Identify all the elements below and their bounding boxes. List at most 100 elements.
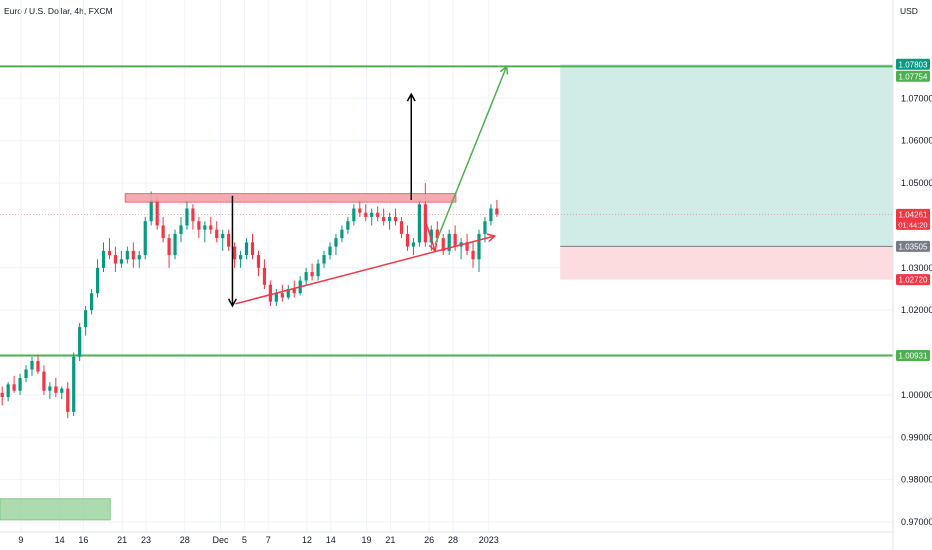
- candle-body: [447, 233, 451, 251]
- candle-body: [399, 221, 404, 234]
- x-tick-label: 7: [266, 535, 271, 545]
- price-label: 1.03505: [896, 240, 930, 252]
- candle-body: [101, 250, 106, 268]
- price-label: 1.07803: [896, 58, 930, 70]
- price-label-text: 1.03505: [899, 242, 928, 251]
- candle-body: [441, 238, 445, 251]
- time-axis: 9 14 16 21 23 28 Dec 5 7 12 14 19 21 26 28 2023: [0, 531, 893, 545]
- profit-zone: [560, 64, 924, 247]
- candle-body: [84, 310, 88, 328]
- candle-body: [233, 246, 237, 260]
- x-tick-label: 5: [242, 535, 247, 545]
- candle-body: [203, 225, 207, 230]
- candle-body: [274, 293, 278, 302]
- candle-body: [36, 361, 40, 372]
- candle-body: [393, 216, 398, 222]
- x-tick-label: 28: [180, 535, 190, 545]
- candles: [0, 183, 499, 419]
- x-tick-label: 21: [385, 535, 395, 545]
- candle-body: [167, 238, 171, 256]
- candle-body: [78, 327, 82, 357]
- price-label: 1.02720: [896, 274, 930, 286]
- candle-body: [0, 392, 4, 398]
- candle-body: [12, 384, 16, 391]
- candle-body: [268, 284, 272, 302]
- candle-body: [191, 208, 195, 222]
- candle-body: [465, 242, 469, 251]
- y-tick-label: 1.05000: [901, 178, 932, 188]
- candle-body: [423, 204, 427, 243]
- candle-body: [453, 233, 457, 247]
- x-tick-label: 26: [424, 535, 434, 545]
- candle-body: [179, 225, 183, 234]
- chart-title: Euro / U.S. Dollar, 4h, FXCM: [4, 6, 113, 16]
- red-drop-arrow: [425, 223, 438, 253]
- candle-body: [18, 377, 22, 391]
- candle-body: [89, 293, 94, 311]
- candle-body: [262, 267, 267, 285]
- price-label: 1.00931: [896, 349, 930, 361]
- candle-body: [137, 255, 141, 260]
- candle-body: [173, 233, 177, 256]
- candle-body: [185, 208, 189, 226]
- candle-body: [471, 250, 475, 260]
- candle-body: [495, 208, 499, 215]
- candle-body: [280, 293, 284, 298]
- candle-body: [483, 221, 487, 234]
- candle-body: [286, 288, 290, 298]
- candle-body: [72, 356, 76, 412]
- price-label-text: 1.04261: [899, 210, 928, 219]
- price-label-text: 1.02720: [899, 276, 928, 285]
- green-projection-arrow: [434, 65, 509, 245]
- candle-body: [155, 200, 159, 226]
- candle-body: [310, 272, 314, 277]
- candle-body: [244, 242, 249, 256]
- axis-unit: USD: [900, 6, 918, 16]
- candle-body: [405, 233, 410, 247]
- price-label-countdown: 01:44:20: [898, 220, 927, 229]
- candle-body: [113, 255, 118, 264]
- candle-body: [376, 212, 380, 217]
- candle-body: [417, 204, 421, 243]
- grid: [0, 0, 893, 532]
- candle-body: [221, 233, 225, 239]
- x-tick-label: 23: [141, 535, 151, 545]
- resistance-box: [124, 193, 457, 203]
- candle-body: [370, 212, 374, 217]
- candle-body: [250, 242, 255, 256]
- candle-body: [161, 225, 165, 239]
- x-tick-label: 21: [117, 535, 127, 545]
- candle-body: [95, 267, 100, 294]
- price-label-text: 1.00931: [899, 351, 928, 360]
- candle-body: [382, 216, 386, 222]
- candle-body: [256, 255, 261, 268]
- candle-body: [119, 259, 123, 264]
- x-tick-label: 14: [55, 535, 65, 545]
- candle-body: [358, 208, 362, 213]
- candle-body: [42, 371, 46, 391]
- candle-body: [429, 229, 433, 243]
- candle-body: [227, 233, 231, 247]
- support-zone: [0, 498, 111, 521]
- loss-zone: [560, 246, 924, 280]
- candle-body: [316, 263, 320, 277]
- candle-body: [328, 246, 332, 256]
- x-tick-label: 19: [362, 535, 372, 545]
- y-tick-label: 0.98000: [901, 475, 932, 485]
- candle-body: [304, 272, 308, 281]
- red-trendline-arrow: [235, 233, 497, 305]
- y-tick-label: 1.03000: [901, 263, 932, 273]
- y-tick-label: 1.06000: [901, 136, 932, 146]
- candle-body: [411, 242, 416, 247]
- x-tick-label: 12: [302, 535, 312, 545]
- black-down-arrow: [227, 195, 237, 308]
- candle-body: [352, 208, 356, 222]
- black-up-arrow: [406, 92, 416, 201]
- candle-body: [215, 229, 219, 239]
- levels: [0, 65, 893, 357]
- candle-body: [60, 388, 64, 393]
- price-label-text: 1.07754: [899, 72, 928, 81]
- candle-body: [66, 388, 70, 412]
